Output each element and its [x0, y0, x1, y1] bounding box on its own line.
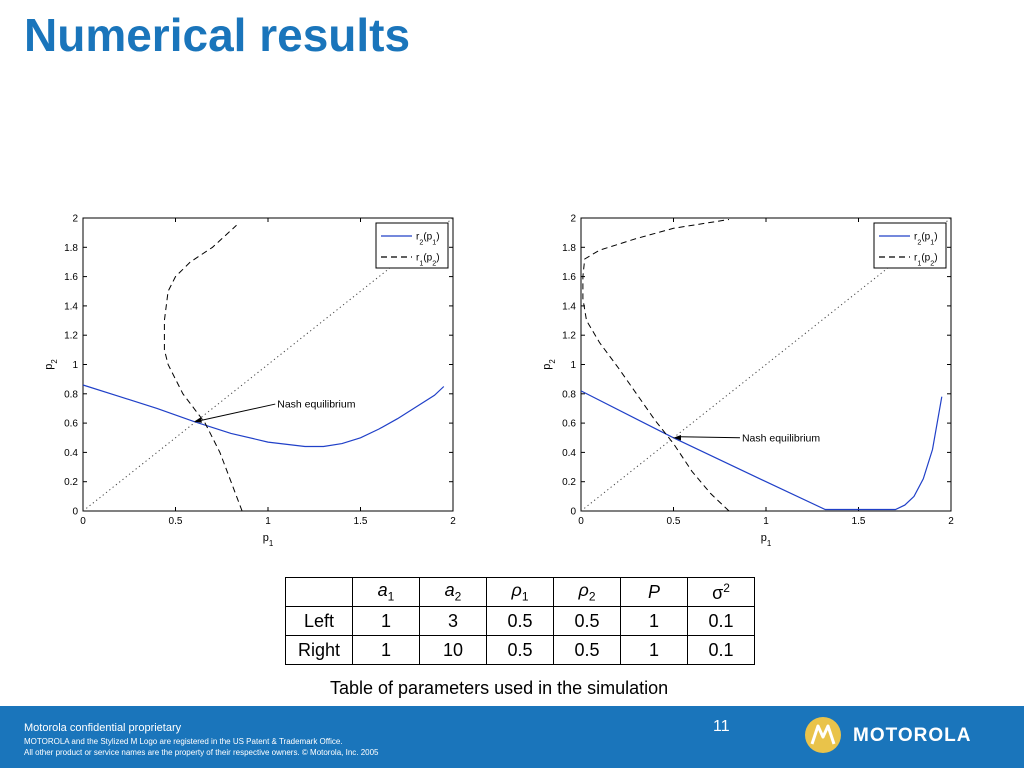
- series-line-r1p2: [582, 219, 730, 512]
- table-header-cell: [285, 577, 353, 607]
- table-cell: 10: [419, 635, 487, 665]
- chart-right: 0 0.5 1 1.5 2 0 0.2 0.4 0.6 0.8 1 1.2 1.4 1.6 1.8 2 Nash…: [541, 214, 954, 548]
- table-header-cell: ρ2: [553, 577, 621, 607]
- footer-trademark: MOTOROLA and the Stylized M Logo are reg…: [24, 737, 343, 746]
- table-cell: Right: [285, 635, 353, 665]
- y-tick-label: 0: [570, 507, 576, 518]
- table-cell: 0.5: [486, 635, 554, 665]
- table-row: Right 1 10 0.5 0.5 1 0.1: [285, 635, 755, 665]
- x-tick-label: 1.5: [852, 516, 866, 527]
- legend-label: r2(p1): [416, 232, 440, 247]
- y-tick-label: 0.8: [64, 389, 78, 400]
- y-tick-label: 2: [72, 214, 78, 225]
- legend-label: r1(p2): [914, 253, 938, 268]
- table-cell: 1: [620, 606, 688, 636]
- table-header-cell: P: [620, 577, 688, 607]
- x-tick-label: 0.5: [169, 516, 183, 527]
- legend-box: [873, 222, 947, 269]
- table-cell: Left: [285, 606, 353, 636]
- table-cell: 0.1: [687, 606, 755, 636]
- table-header-cell: a1: [352, 577, 420, 607]
- table-cell: 1: [620, 635, 688, 665]
- y-tick-label: 0.8: [562, 389, 576, 400]
- chart-left: 0 0.5 1 1.5 2 0 0.2 0.4 0.6 0.8 1 1.2 1.4 1.6 1.8 2 Nash…: [43, 214, 456, 548]
- logo-wordmark: MOTOROLA: [853, 725, 972, 746]
- x-tick-label: 1.5: [354, 516, 368, 527]
- legend-label: r2(p1): [914, 232, 938, 247]
- x-tick-label: 0: [80, 516, 86, 527]
- y-tick-label: 0.6: [64, 419, 78, 430]
- y-tick-label: 1.6: [64, 272, 78, 283]
- series-line-r2p1: [580, 390, 943, 511]
- table-header-cell: σ2: [687, 577, 755, 607]
- table-cell: 0.1: [687, 635, 755, 665]
- y-tick-label: 1.4: [64, 301, 78, 312]
- y-tick-label: 1.8: [64, 243, 78, 254]
- annotation-arrow: [199, 403, 276, 422]
- x-tick-label: 1: [763, 516, 769, 527]
- legend-label: r1(p2): [416, 253, 440, 268]
- series-line-r2p1: [82, 384, 445, 448]
- parameter-table: a1 a2 ρ1 ρ2 P σ2 Left 1 3 0.5 0.5 1 0.1 …: [285, 577, 755, 665]
- y-tick-label: 1.6: [562, 272, 576, 283]
- y-tick-label: 0.4: [562, 448, 576, 459]
- series-line-diagonal: [82, 217, 454, 512]
- series-line-r1p2: [163, 224, 243, 512]
- x-axis-label: p1: [761, 532, 772, 548]
- page-number: 11: [713, 718, 730, 735]
- annotation-label: Nash equilibrium: [742, 432, 820, 444]
- y-tick-label: 1.8: [562, 243, 576, 254]
- table-cell: 3: [419, 606, 487, 636]
- y-tick-label: 0.6: [562, 419, 576, 430]
- annotation-arrowhead: [194, 417, 202, 423]
- footer-bar: Motorola confidential proprietary MOTORO…: [0, 706, 1024, 768]
- x-tick-label: 0.5: [667, 516, 681, 527]
- table-header-row: a1 a2 ρ1 ρ2 P σ2: [285, 577, 755, 607]
- table-cell: 0.5: [486, 606, 554, 636]
- y-axis-label: p2: [43, 359, 59, 370]
- annotation-arrowhead: [673, 435, 682, 441]
- table-cell: 1: [352, 635, 420, 665]
- x-tick-label: 2: [450, 516, 456, 527]
- series-line-diagonal: [580, 217, 952, 512]
- x-tick-label: 0: [578, 516, 584, 527]
- y-tick-label: 1.4: [562, 301, 576, 312]
- motorola-logo-icon: [805, 717, 841, 753]
- legend-box: [375, 222, 449, 269]
- y-tick-label: 0.2: [64, 477, 78, 488]
- y-tick-label: 2: [570, 214, 576, 225]
- y-tick-label: 1: [72, 360, 78, 371]
- table-cell: 0.5: [553, 606, 621, 636]
- table-header-cell: ρ1: [486, 577, 554, 607]
- y-tick-label: 1.2: [64, 331, 78, 342]
- y-tick-label: 1.2: [562, 331, 576, 342]
- x-tick-label: 1: [265, 516, 271, 527]
- footer-copyright: All other product or service names are t…: [24, 748, 379, 757]
- y-tick-label: 0: [72, 507, 78, 518]
- y-tick-label: 0.4: [64, 448, 78, 459]
- table-header-cell: a2: [419, 577, 487, 607]
- y-tick-label: 0.2: [562, 477, 576, 488]
- table-cell: 1: [352, 606, 420, 636]
- x-tick-label: 2: [948, 516, 954, 527]
- y-tick-label: 1: [570, 360, 576, 371]
- table-row: Left 1 3 0.5 0.5 1 0.1: [285, 606, 755, 636]
- slide-title: Numerical results: [24, 9, 411, 61]
- table-cell: 0.5: [553, 635, 621, 665]
- y-axis-label: p2: [541, 359, 557, 370]
- table-caption: Table of parameters used in the simulati…: [330, 678, 669, 698]
- annotation-arrow: [679, 436, 740, 439]
- annotation-label: Nash equilibrium: [277, 399, 355, 411]
- x-axis-label: p1: [263, 532, 274, 548]
- footer-confidential: Motorola confidential proprietary: [24, 722, 182, 734]
